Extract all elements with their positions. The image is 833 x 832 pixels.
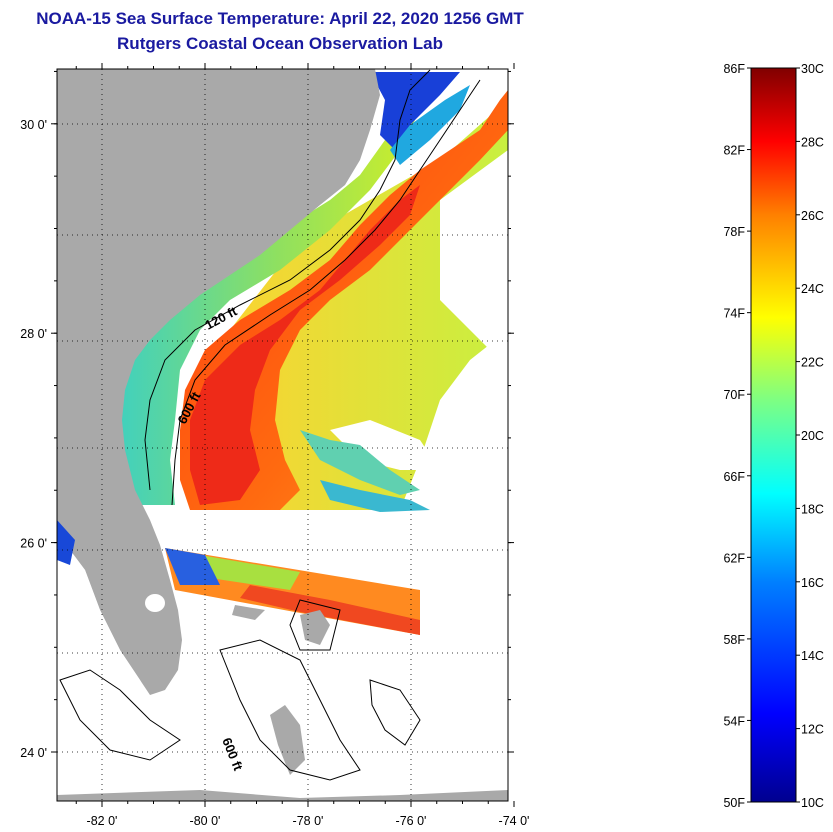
colorbar-fahrenheit-labels: 86F 82F 78F 74F 70F 66F 62F 58F 54F 50F xyxy=(723,62,751,810)
cloud-east xyxy=(430,150,508,520)
lon-tick-label: -78 0' xyxy=(293,814,324,828)
map-title: NOAA-15 Sea Surface Temperature: April 2… xyxy=(36,9,524,28)
cold-north-edge xyxy=(390,85,470,165)
colorbar-f-label: 62F xyxy=(723,551,745,565)
cool-streak-2 xyxy=(320,480,430,512)
shelf-water xyxy=(115,72,440,505)
lat-tick-label: 30 0' xyxy=(20,118,47,132)
colorbar-c-label: 26C xyxy=(801,209,824,223)
lat-tick-label: 24 0' xyxy=(20,746,47,760)
map-subtitle: Rutgers Coastal Ocean Observation Lab xyxy=(117,34,443,53)
map-area: 120 ft 600 ft 600 ft xyxy=(57,69,508,801)
bahamas-abaco xyxy=(300,610,330,645)
contour-bahamas xyxy=(219,639,361,781)
colorbar-f-label: 66F xyxy=(723,470,745,484)
gulf-cold-edge xyxy=(57,520,75,565)
latitude-axis: 24 0'26 0'28 0'30 0'32 0'34 0'36 0' xyxy=(20,70,514,760)
lon-tick-label: -80 0' xyxy=(190,814,221,828)
contour-south-florida xyxy=(59,669,181,761)
colorbar-f-label: 74F xyxy=(723,307,745,321)
colorbar-f-label: 54F xyxy=(723,714,745,728)
colorbar xyxy=(750,67,797,803)
land-us xyxy=(57,69,380,695)
colorbar-c-label: 14C xyxy=(801,649,824,663)
longitude-axis: -82 0' -80 0' -78 0' -76 0' -74 0' xyxy=(75,63,530,828)
contour-east-bahamas xyxy=(369,679,421,746)
bahamas-grand xyxy=(232,605,265,620)
contour-bahamas-2 xyxy=(289,599,341,651)
bahamas-andros xyxy=(270,705,305,775)
colorbar-c-label: 16C xyxy=(801,576,824,590)
cuba xyxy=(57,790,508,801)
colorbar-c-label: 12C xyxy=(801,723,824,737)
south-swath-cold xyxy=(165,548,220,585)
colorbar-c-label: 10C xyxy=(801,796,824,810)
colorbar-c-label: 30C xyxy=(801,62,824,76)
colorbar-c-label: 28C xyxy=(801,135,824,149)
contour-label-600ft-bahamas: 600 ft xyxy=(219,736,246,774)
colorbar-f-label: 58F xyxy=(723,633,745,647)
south-swath-green xyxy=(200,555,300,590)
colorbar-f-label: 70F xyxy=(723,388,745,402)
colorbar-c-label: 22C xyxy=(801,356,824,370)
colorbar-f-label: 50F xyxy=(723,796,745,810)
colorbar-f-label: 86F xyxy=(723,62,745,76)
colorbar-celsius-labels: 30C 28C 26C 24C 22C 20C 18C 16C 14C 12C 10C xyxy=(796,62,824,810)
warm-core xyxy=(190,185,420,505)
contour-120ft xyxy=(144,69,431,491)
lon-tick-label: -74 0' xyxy=(499,814,530,828)
colorbar-c-label: 24C xyxy=(801,282,824,296)
colorbar-f-label: 82F xyxy=(723,144,745,158)
lon-tick-label: -82 0' xyxy=(87,814,118,828)
lake-okeechobee xyxy=(145,594,165,612)
cool-streak xyxy=(300,430,420,495)
gulf-stream xyxy=(180,90,508,510)
contour-600ft xyxy=(171,79,481,506)
gulf-of-mexico xyxy=(57,545,150,700)
lon-tick-label: -76 0' xyxy=(396,814,427,828)
grid-lines xyxy=(57,69,508,801)
lat-tick-label: 26 0' xyxy=(20,537,47,551)
colorbar-f-label: 78F xyxy=(723,225,745,239)
south-swath-red xyxy=(240,585,420,635)
cold-north-water xyxy=(370,72,460,150)
colorbar-c-label: 20C xyxy=(801,429,824,443)
lat-tick-label: 28 0' xyxy=(20,327,47,341)
colorbar-c-label: 18C xyxy=(801,502,824,516)
